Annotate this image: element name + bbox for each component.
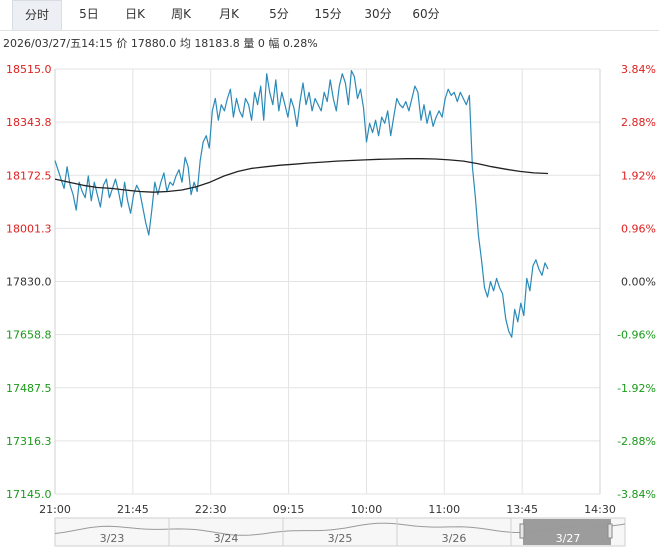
chart-series [54,69,549,338]
quote-info-bar: 2026/03/27/五14:15 价 17880.0 均 18183.8 量 … [3,35,318,51]
navigator-date-label: 3/25 [328,532,353,545]
change-value: 0.28% [282,37,318,50]
average-label: 均 [179,37,191,50]
price-tick-label: 18172.5 [6,169,52,182]
percent-axis: 3.84% 2.88% 1.92% 0.96% 0.00% -0.96% -1.92% -2.… [617,63,656,501]
price-tick-label: 17658.8 [6,329,52,342]
price-axis: 18515.0 18343.8 18172.5 18001.3 17830.0 17658… [6,63,52,501]
tab-monthly-k[interactable]: 月K [219,7,239,21]
price-tick-label: 17316.3 [6,435,52,448]
percent-tick-label: 0.00% [621,276,656,289]
navigator-handle-right[interactable] [607,523,613,539]
price-tick-label: 17830.0 [6,276,52,289]
tab-30min[interactable]: 30分 [364,7,392,21]
time-tick-label: 21:45 [117,503,149,516]
percent-tick-label: 1.92% [621,169,656,182]
time-tick-label: 21:00 [39,503,71,516]
quote-datetime: 2026/03/27/五14:15 [3,37,113,50]
navigator-handle-left[interactable] [519,523,525,539]
average-line [54,158,549,193]
price-label: 价 [116,37,128,50]
tab-15min[interactable]: 15分 [314,7,342,21]
navigator-date-label: 3/24 [214,532,239,545]
price-line [54,69,549,338]
time-tick-label: 22:30 [195,503,227,516]
price-tick-label: 18515.0 [6,63,52,76]
change-label: 幅 [268,37,280,50]
tab-60min[interactable]: 60分 [412,7,440,21]
navigator-date-label: 3/23 [100,532,125,545]
navigator-sparkline [54,522,626,536]
tab-5min[interactable]: 5分 [269,7,289,21]
time-tick-label: 14:30 [584,503,616,516]
percent-tick-label: -2.88% [617,435,656,448]
volume-label: 量 [243,37,255,50]
price-tick-label: 17487.5 [6,382,52,395]
chart-grid [54,68,601,495]
navigator-date-label: 3/27 [556,532,581,545]
price-tick-label: 17145.0 [6,488,52,501]
tab-daily-k[interactable]: 日K [125,7,145,21]
time-tick-label: 10:00 [351,503,383,516]
navigator-date-label: 3/26 [442,532,467,545]
percent-tick-label: -1.92% [617,382,656,395]
percent-tick-label: 3.84% [621,63,656,76]
navigator-selection [523,519,611,545]
price-tick-label: 18001.3 [6,222,52,235]
percent-tick-label: 2.88% [621,116,656,129]
tab-timeshare[interactable]: 分时 [12,0,62,30]
percent-tick-label: -3.84% [617,488,656,501]
tab-weekly-k[interactable]: 周K [171,7,191,21]
period-tabs: 分时 5日 日K 周K 月K 5分 15分 30分 60分 [0,0,659,31]
time-tick-label: 09:15 [273,503,305,516]
average-value: 18183.8 [194,37,240,50]
time-tick-label: 11:00 [428,503,460,516]
time-axis: 21:00 21:45 22:30 09:15 10:00 11:00 13:45 14:30 [39,503,616,516]
volume-value: 0 [257,37,265,50]
time-tick-label: 13:45 [506,503,538,516]
percent-tick-label: -0.96% [617,329,656,342]
price-value: 17880.0 [130,37,177,50]
range-navigator: 3/23 3/24 3/25 3/26 3/27 [54,517,626,547]
price-tick-label: 18343.8 [6,116,52,129]
percent-tick-label: 0.96% [621,222,656,235]
tab-5day[interactable]: 5日 [79,7,99,21]
